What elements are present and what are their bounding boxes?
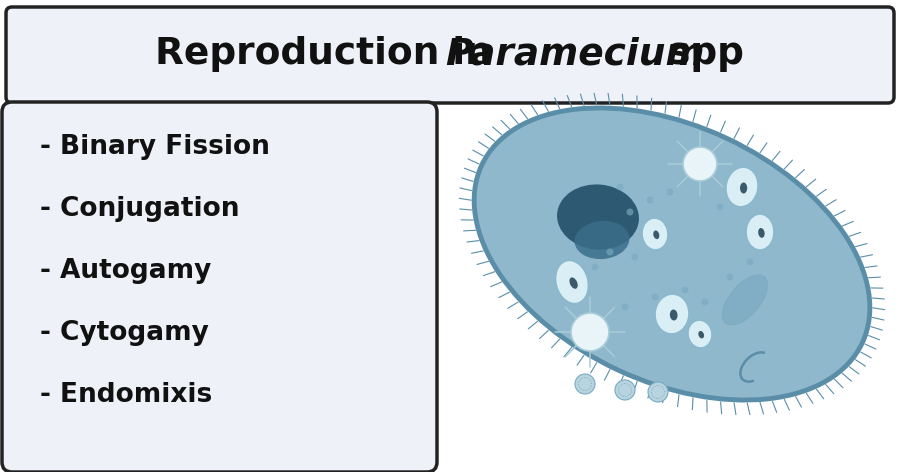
Circle shape [607,248,614,255]
Ellipse shape [670,310,678,320]
Circle shape [746,259,753,265]
Text: - Cytogamy: - Cytogamy [40,320,209,346]
Circle shape [615,380,635,400]
Circle shape [622,303,628,311]
Ellipse shape [557,185,639,250]
Ellipse shape [655,294,689,334]
Circle shape [591,263,599,270]
Ellipse shape [570,278,578,289]
Ellipse shape [740,183,747,194]
Text: - Endomixis: - Endomixis [40,382,212,408]
Circle shape [571,313,609,351]
Ellipse shape [723,275,768,325]
Circle shape [716,203,724,211]
FancyBboxPatch shape [6,7,894,103]
Ellipse shape [758,228,765,238]
Text: - Conjugation: - Conjugation [40,196,239,222]
Ellipse shape [642,218,668,250]
Text: - Autogamy: - Autogamy [40,258,212,284]
Ellipse shape [688,320,712,348]
Ellipse shape [474,108,870,400]
Text: Reproduction in: Reproduction in [155,36,505,73]
Ellipse shape [653,230,660,239]
Circle shape [701,298,708,305]
FancyBboxPatch shape [2,102,437,472]
Circle shape [648,382,668,402]
Circle shape [726,273,734,280]
Text: - Binary Fission: - Binary Fission [40,134,270,160]
Circle shape [575,374,595,394]
Circle shape [683,147,717,181]
Ellipse shape [726,167,758,207]
Circle shape [616,184,624,191]
Ellipse shape [746,214,774,250]
Text: spp: spp [655,36,744,73]
Ellipse shape [574,221,629,259]
Ellipse shape [698,331,704,338]
Circle shape [632,253,638,261]
Circle shape [681,287,688,294]
Circle shape [667,188,673,195]
Circle shape [652,294,659,301]
Circle shape [626,209,634,216]
Ellipse shape [555,261,589,303]
Text: Paramecium: Paramecium [445,36,705,73]
Circle shape [646,196,653,203]
